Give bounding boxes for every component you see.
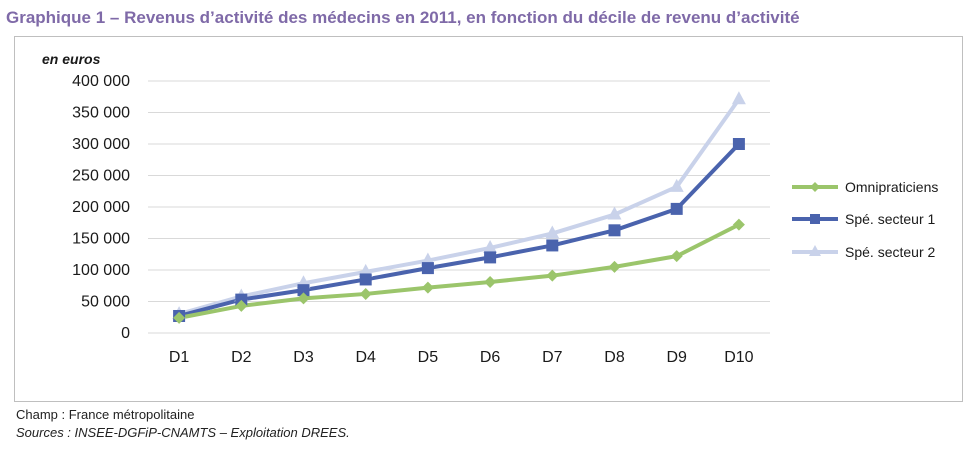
y-tick-label: 150 000: [72, 231, 130, 248]
data-point-omnipraticiens: [732, 218, 745, 231]
y-tick-label: 350 000: [72, 105, 130, 122]
data-point-spe-secteur-1: [297, 284, 310, 297]
x-tick-label: D2: [231, 349, 252, 366]
y-unit-label: en euros: [42, 51, 101, 67]
chart-frame: [14, 36, 963, 402]
data-point-spe-secteur-1: [546, 239, 559, 252]
legend-label-2: Spé. secteur 2: [845, 244, 935, 260]
legend-marker-1: [810, 214, 820, 224]
x-tick-label: D4: [355, 349, 376, 366]
data-point-spe-secteur-1: [235, 293, 248, 306]
x-tick-label: D3: [293, 349, 314, 366]
chart-title: Graphique 1 – Revenus d’activité des méd…: [6, 8, 800, 27]
data-point-spe-secteur-2: [483, 239, 498, 253]
data-point-spe-secteur-1: [608, 224, 621, 237]
series-line-2: [178, 98, 741, 317]
data-point-spe-secteur-2: [731, 91, 746, 105]
data-point-omnipraticiens: [235, 299, 248, 312]
legend-marker-0: [810, 182, 820, 192]
legend-label-0: Omnipraticiens: [845, 179, 938, 195]
y-tick-label: 0: [121, 325, 130, 342]
footer-sources: Sources : INSEE-DGFiP-CNAMTS – Exploitat…: [16, 425, 350, 440]
legend-marker-2: [809, 245, 821, 256]
y-tick-label: 250 000: [72, 168, 130, 185]
x-tick-label: D6: [480, 349, 501, 366]
legend-label-1: Spé. secteur 1: [845, 211, 935, 227]
data-point-spe-secteur-2: [545, 225, 560, 239]
footer-champ: Champ : France métropolitaine: [16, 407, 195, 422]
data-point-spe-secteur-1: [732, 138, 745, 150]
data-point-spe-secteur-1: [421, 262, 434, 275]
data-point-spe-secteur-1: [670, 202, 683, 215]
data-point-omnipraticiens: [359, 287, 372, 300]
data-point-omnipraticiens: [173, 311, 186, 324]
data-point-omnipraticiens: [670, 250, 683, 263]
y-tick-label: 400 000: [72, 73, 130, 90]
y-tick-label: 50 000: [81, 294, 130, 311]
data-point-omnipraticiens: [546, 269, 559, 282]
data-point-omnipraticiens: [297, 292, 310, 305]
data-point-spe-secteur-1: [484, 251, 497, 264]
data-point-spe-secteur-2: [607, 206, 622, 220]
data-point-spe-secteur-2: [669, 178, 684, 192]
series-line-0: [178, 222, 740, 320]
x-tick-label: D9: [666, 349, 687, 366]
data-point-spe-secteur-1: [359, 273, 372, 286]
data-point-omnipraticiens: [608, 260, 621, 273]
data-point-omnipraticiens: [484, 275, 497, 288]
y-tick-label: 300 000: [72, 136, 130, 153]
y-tick-label: 100 000: [72, 262, 130, 279]
data-point-omnipraticiens: [421, 281, 434, 294]
x-tick-label: D1: [169, 349, 190, 366]
x-tick-label: D8: [604, 349, 625, 366]
x-tick-label: D5: [418, 349, 439, 366]
series-line-1: [178, 142, 741, 318]
x-tick-label: D7: [542, 349, 563, 366]
x-tick-label: D10: [724, 349, 753, 366]
y-tick-label: 200 000: [72, 199, 130, 216]
